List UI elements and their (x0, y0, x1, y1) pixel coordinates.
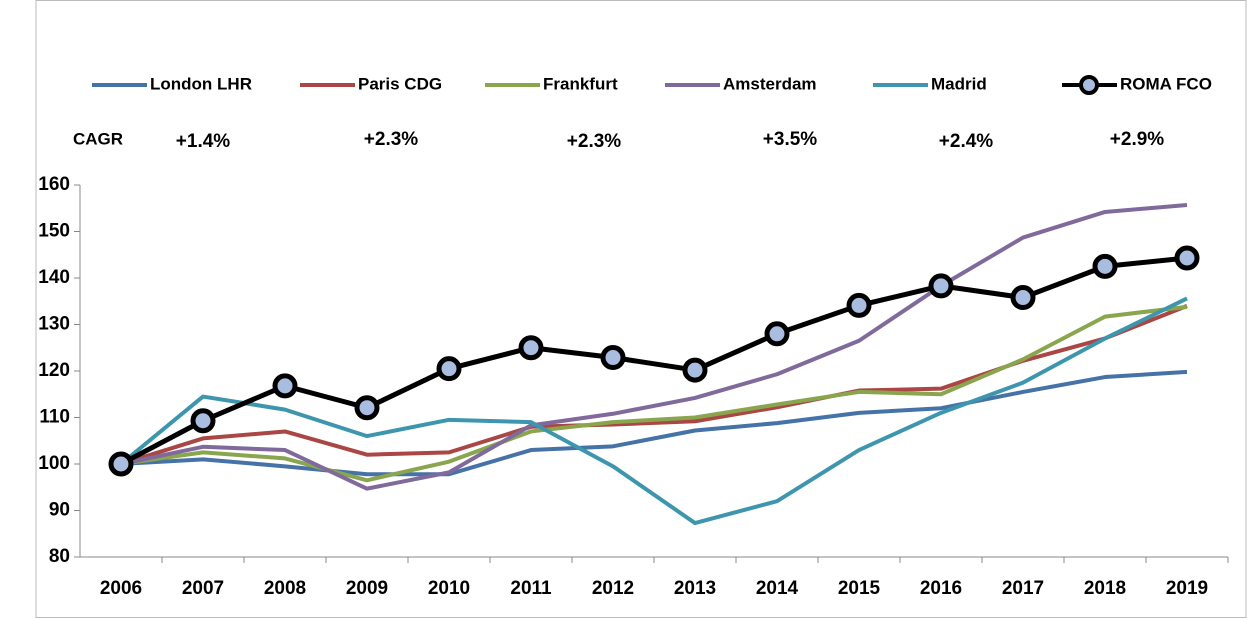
chart-frame (35, 0, 1247, 618)
point (108, 451, 134, 477)
legend-label: Amsterdam (723, 74, 817, 93)
y-tick-label: 130 (38, 314, 70, 335)
annotation: +3.5% (763, 129, 818, 150)
y-tick-label: 150 (38, 221, 70, 242)
x-tick-label: 2008 (264, 578, 306, 599)
x-tick-label: 2015 (838, 578, 881, 599)
x-tick-label: 2009 (346, 578, 388, 599)
x-tick-label: 2014 (756, 578, 799, 599)
annotation: +2.4% (939, 131, 994, 152)
x-tick-label: 2006 (100, 578, 142, 599)
legend-label: Madrid (931, 74, 987, 93)
point (846, 292, 872, 318)
point (354, 395, 380, 421)
legend-label: Paris CDG (358, 74, 442, 93)
x-tick-label: 2018 (1084, 578, 1126, 599)
legend-marker (1079, 75, 1099, 95)
series-line (120, 304, 1188, 483)
y-tick-label: 100 (38, 453, 70, 474)
x-tick-label: 2010 (428, 578, 470, 599)
point (272, 373, 298, 399)
point (518, 335, 544, 361)
annotation-label: CAGR (73, 129, 123, 148)
annotation: +2.3% (567, 131, 622, 152)
point (1174, 245, 1200, 271)
annotation: +2.9% (1110, 129, 1165, 150)
legend-label: ROMA FCO (1120, 74, 1212, 93)
series-line (120, 203, 1188, 491)
x-tick-label: 2007 (182, 578, 224, 599)
y-tick-label: 120 (38, 360, 70, 381)
series-line (119, 296, 1188, 526)
point (600, 345, 626, 371)
x-tick-label: 2017 (1002, 578, 1044, 599)
y-tick-label: 90 (49, 500, 70, 521)
x-tick-label: 2019 (1166, 578, 1208, 599)
legend-label: Frankfurt (543, 74, 618, 93)
x-tick-label: 2016 (920, 578, 962, 599)
point (1010, 285, 1036, 311)
point (1092, 253, 1118, 279)
y-tick-label: 140 (38, 267, 70, 288)
x-tick-label: 2012 (592, 578, 634, 599)
y-tick-label: 110 (39, 407, 70, 428)
y-tick-label: 80 (49, 546, 70, 567)
series-line (119, 255, 1188, 467)
point (436, 356, 462, 382)
point (764, 321, 790, 347)
annotation: +1.4% (176, 131, 231, 152)
annotation: +2.3% (364, 129, 419, 150)
x-tick-label: 2013 (674, 578, 716, 599)
y-tick-label: 160 (38, 174, 70, 195)
point (682, 357, 708, 383)
series-line (120, 369, 1188, 477)
legend-label: London LHR (150, 74, 252, 93)
point (928, 273, 954, 299)
point (190, 408, 216, 434)
x-tick-label: 2011 (510, 578, 552, 599)
